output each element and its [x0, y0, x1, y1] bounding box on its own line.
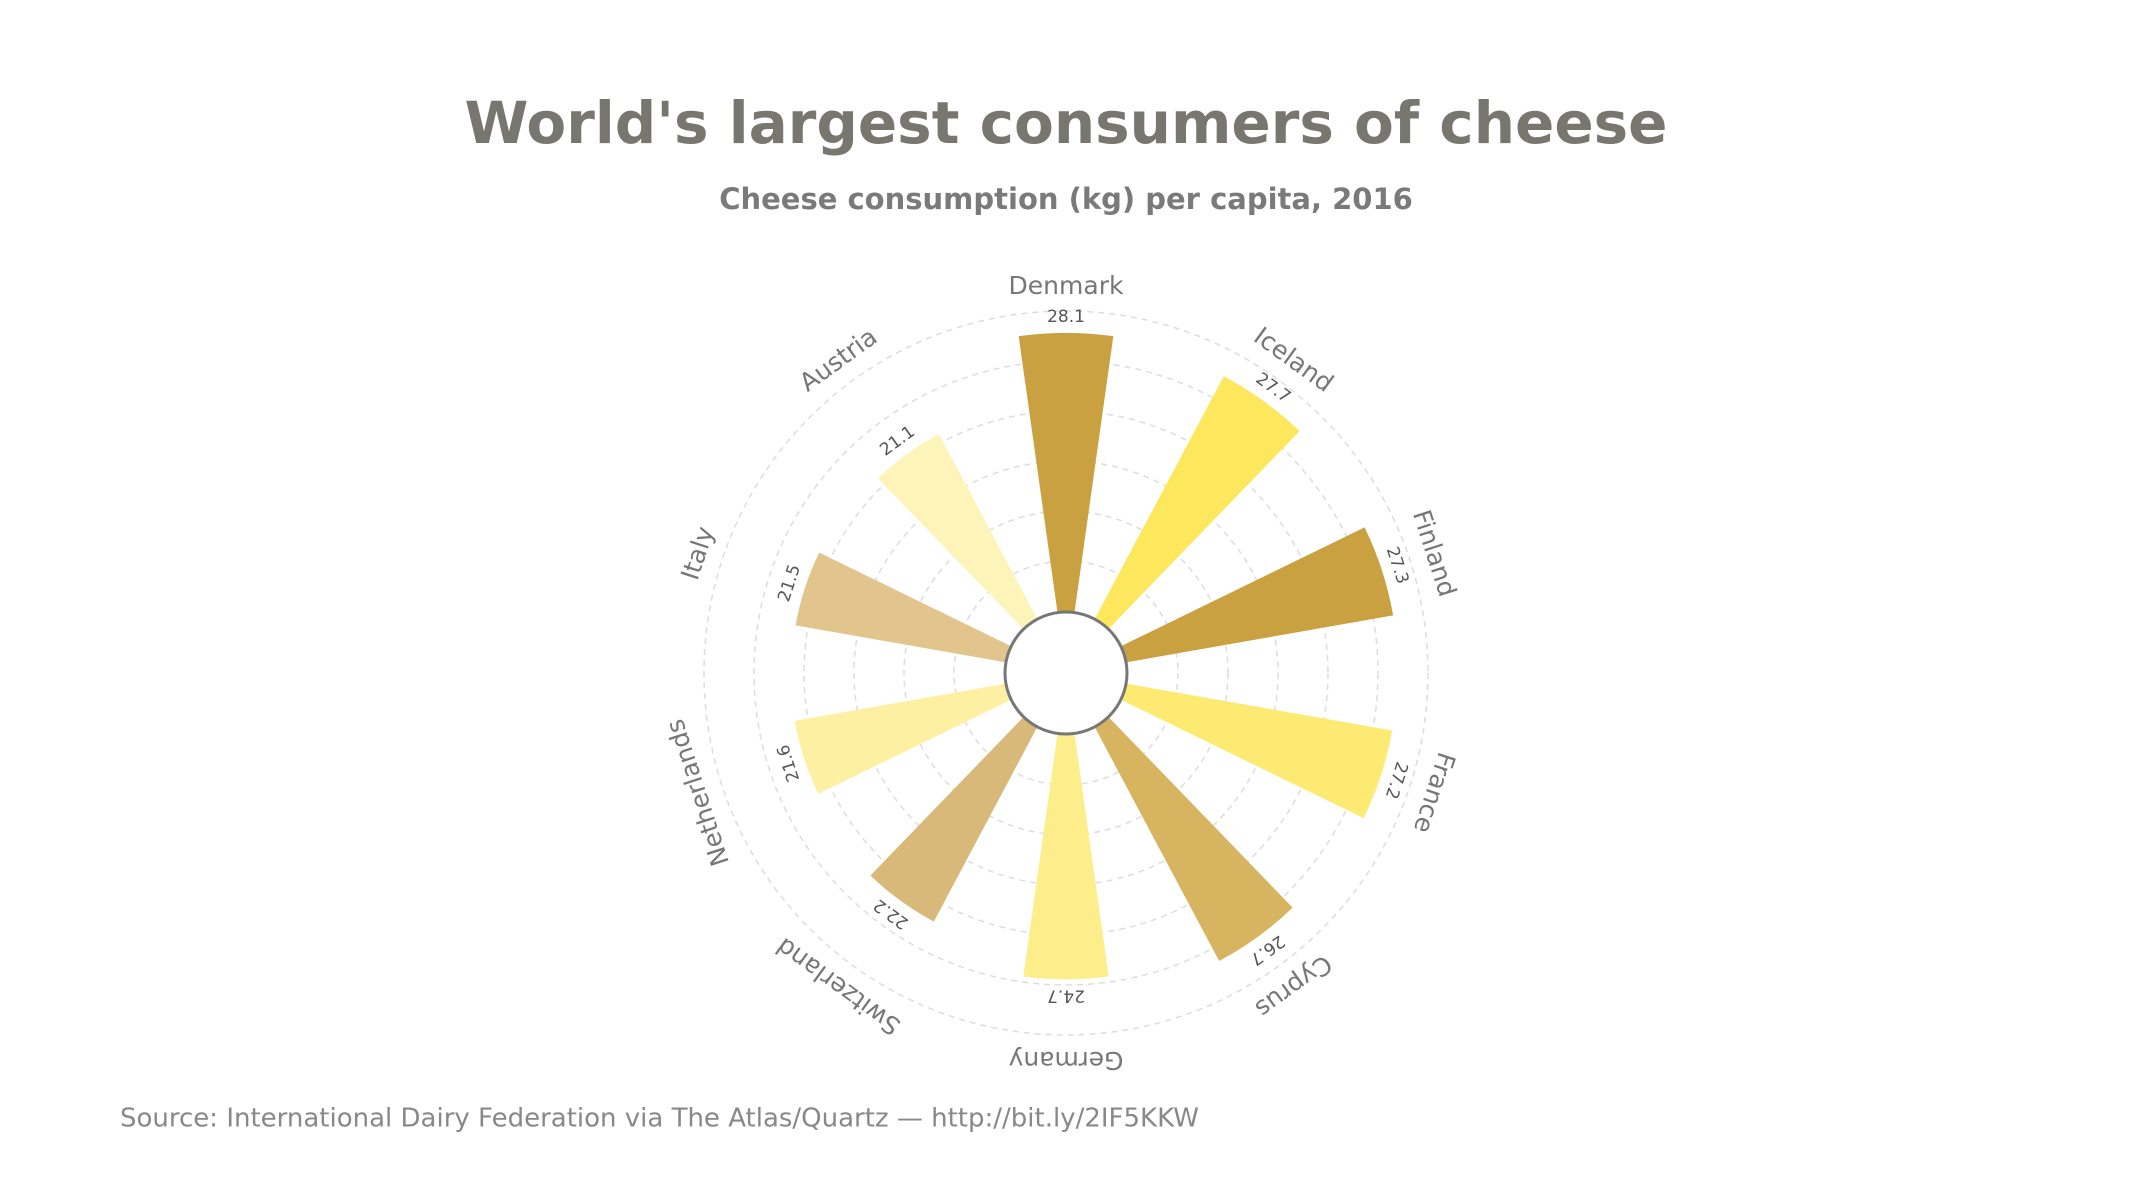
bar — [795, 552, 1012, 663]
category-label: Switzerland — [771, 932, 906, 1041]
bar — [1023, 733, 1109, 980]
category-label: Austria — [794, 322, 883, 397]
bar — [1094, 716, 1293, 962]
value-label: 28.1 — [1047, 307, 1085, 327]
category-label: Denmark — [1009, 271, 1124, 300]
category-label: Germany — [1008, 1046, 1123, 1075]
bar — [878, 434, 1038, 630]
chart-title: World's largest consumers of cheese — [464, 89, 1667, 157]
value-label: 21.6 — [773, 742, 804, 784]
category-label: Finland — [1407, 506, 1462, 600]
category-label: France — [1408, 749, 1461, 837]
bar — [1120, 683, 1393, 819]
value-label: 21.5 — [774, 562, 805, 604]
source: Source: International Dairy Federation v… — [120, 1104, 1199, 1134]
bar — [870, 716, 1038, 922]
center-circle — [1003, 610, 1129, 736]
value-label: 24.7 — [1047, 985, 1085, 1005]
grid-circle — [753, 360, 1379, 986]
grid-circle — [703, 310, 1429, 1036]
bar — [794, 683, 1012, 794]
bar — [1018, 332, 1114, 613]
bar — [1094, 376, 1300, 630]
grid-circle — [953, 560, 1179, 786]
chart-subtitle: Cheese consumption (kg) per capita, 2016 — [719, 182, 1413, 216]
value-label: 27.3 — [1382, 544, 1413, 586]
category-label: Italy — [675, 523, 719, 584]
bar — [1120, 527, 1394, 663]
